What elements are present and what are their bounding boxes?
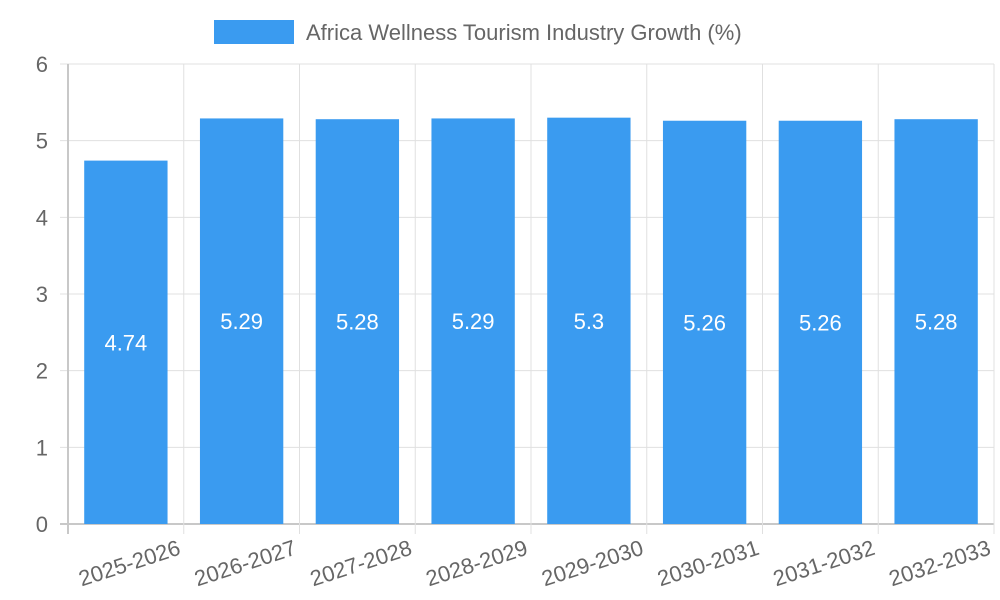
bar[interactable] (547, 117, 631, 525)
bar-data-label: 5.29 (220, 309, 263, 334)
y-tick-label: 1 (36, 435, 48, 460)
y-tick-label: 5 (36, 129, 48, 154)
y-tick-label: 6 (36, 52, 48, 77)
y-tick-label: 0 (36, 512, 48, 537)
bar[interactable] (778, 120, 863, 524)
y-tick-label: 4 (36, 205, 48, 230)
bar[interactable] (199, 118, 284, 524)
bar-data-label: 5.26 (683, 310, 726, 335)
x-tick-label: 2029-2030 (539, 535, 647, 591)
bar-data-label: 5.28 (336, 310, 379, 335)
y-axis-ticks: 0 1 2 3 4 5 6 (36, 52, 48, 537)
x-tick-label: 2031-2032 (770, 535, 878, 591)
x-tick-label: 2025-2026 (76, 535, 184, 591)
bar[interactable] (84, 160, 168, 524)
x-tick-label: 2028-2029 (423, 535, 531, 591)
legend-swatch (214, 20, 294, 44)
x-tick-label: 2032-2033 (886, 535, 994, 591)
legend[interactable]: Africa Wellness Tourism Industry Growth … (214, 20, 742, 45)
bar-data-label: 5.26 (799, 310, 842, 335)
bar-data-label: 4.74 (104, 330, 147, 355)
bar-data-label: 5.3 (574, 309, 605, 334)
bar[interactable] (894, 119, 978, 524)
x-axis-ticks: 2025-2026 2026-2027 2027-2028 2028-2029 2029… (76, 535, 994, 591)
bar[interactable] (431, 118, 515, 524)
bar-data-label: 5.29 (452, 309, 495, 334)
y-tick-label: 3 (36, 282, 48, 307)
legend-label: Africa Wellness Tourism Industry Growth … (306, 20, 742, 45)
bar[interactable] (662, 120, 747, 524)
x-tick-label: 2030-2031 (654, 535, 762, 591)
x-tick-label: 2027-2028 (307, 535, 415, 591)
bars: 4.74 5.29 5.28 5.29 5.3 5.26 5.26 5.28 (84, 117, 978, 525)
bar-data-label: 5.28 (915, 310, 958, 335)
x-tick-label: 2026-2027 (191, 535, 299, 591)
y-tick-label: 2 (36, 359, 48, 384)
bar[interactable] (315, 119, 400, 524)
